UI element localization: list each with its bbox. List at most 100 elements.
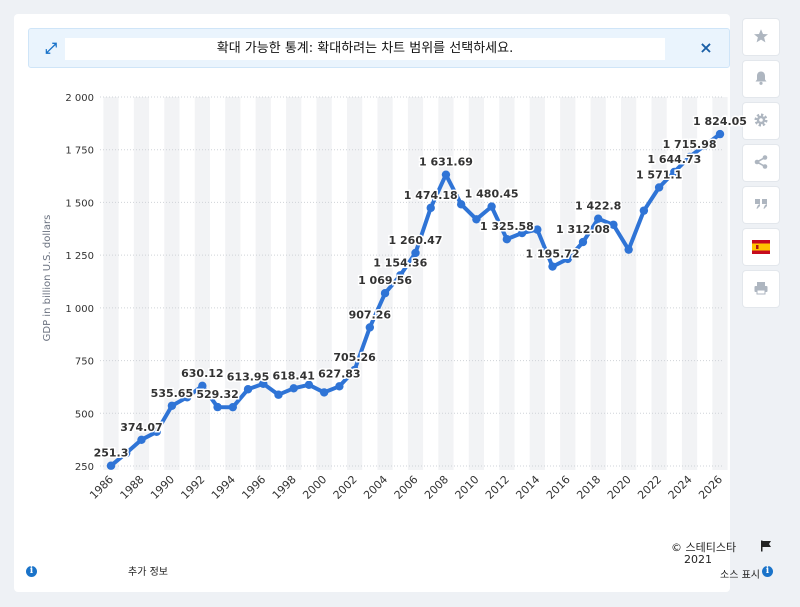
data-label: 907.26 bbox=[349, 308, 392, 321]
year-band bbox=[712, 97, 728, 470]
star-icon bbox=[754, 29, 768, 43]
data-point[interactable] bbox=[167, 401, 177, 410]
data-point[interactable] bbox=[319, 388, 329, 397]
year-band bbox=[377, 97, 393, 470]
data-point[interactable] bbox=[441, 170, 451, 179]
data-point[interactable] bbox=[487, 202, 496, 211]
data-point[interactable] bbox=[350, 365, 359, 375]
y-tick-label: 1 250 bbox=[65, 251, 94, 262]
x-tick-label: 1994 bbox=[209, 473, 238, 502]
data-point[interactable] bbox=[274, 390, 283, 399]
data-point[interactable] bbox=[563, 254, 572, 264]
data-point[interactable] bbox=[609, 220, 618, 229]
year-band bbox=[407, 97, 424, 470]
zoom-notice-bar: ⤢ 확대 가능한 통계: 확대하려는 차트 범위를 선택하세요. × bbox=[28, 28, 730, 68]
source-info-icon[interactable]: i bbox=[762, 566, 773, 577]
data-label: 1 474.18 bbox=[404, 189, 458, 202]
favorite-button[interactable] bbox=[743, 19, 779, 55]
zoom-notice-text: 확대 가능한 통계: 확대하려는 차트 범위를 선택하세요. bbox=[65, 38, 665, 60]
data-point[interactable] bbox=[365, 323, 375, 332]
data-point[interactable] bbox=[517, 228, 527, 238]
print-button[interactable] bbox=[743, 271, 779, 307]
data-point[interactable] bbox=[396, 271, 405, 280]
series-points bbox=[106, 129, 725, 470]
data-point[interactable] bbox=[578, 237, 588, 247]
data-point[interactable] bbox=[670, 167, 679, 177]
more-info-link[interactable]: 추가 정보 bbox=[128, 567, 168, 578]
info-icon[interactable]: i bbox=[26, 566, 37, 577]
data-label: 1 260.47 bbox=[389, 234, 443, 247]
data-point[interactable] bbox=[654, 183, 664, 192]
data-label: 1 195.72 bbox=[526, 248, 580, 261]
share-icon bbox=[754, 155, 768, 169]
data-point[interactable] bbox=[289, 384, 298, 393]
data-point[interactable] bbox=[685, 152, 694, 162]
language-button[interactable] bbox=[743, 229, 779, 265]
year-band bbox=[468, 97, 485, 470]
data-point[interactable] bbox=[426, 203, 435, 213]
y-tick-label: 250 bbox=[75, 462, 94, 473]
data-label: 613.95 bbox=[227, 370, 269, 383]
year-band bbox=[286, 97, 302, 470]
data-label: 627.83 bbox=[318, 367, 360, 380]
x-tick-label: 1988 bbox=[118, 473, 147, 502]
year-band bbox=[194, 97, 210, 470]
year-band bbox=[529, 97, 545, 470]
data-point[interactable] bbox=[213, 402, 222, 412]
x-tick-label: 2012 bbox=[483, 473, 512, 502]
year-band bbox=[225, 97, 241, 470]
data-point[interactable] bbox=[228, 402, 237, 412]
year-band bbox=[103, 97, 119, 470]
data-point[interactable] bbox=[243, 385, 253, 394]
close-icon[interactable]: × bbox=[699, 38, 713, 57]
x-tick-label: 1992 bbox=[178, 473, 207, 502]
y-tick-label: 1 750 bbox=[65, 146, 94, 157]
data-point[interactable] bbox=[304, 380, 314, 390]
x-tick-label: 2014 bbox=[513, 473, 542, 502]
data-point[interactable] bbox=[137, 435, 146, 445]
data-point[interactable] bbox=[335, 382, 344, 391]
gear-icon bbox=[754, 113, 768, 127]
flag-report-icon[interactable] bbox=[759, 539, 773, 553]
data-point[interactable] bbox=[259, 379, 268, 388]
data-point[interactable] bbox=[700, 141, 709, 150]
x-axis-ticks: 1986 1988 1990 1992 1994 1996 1998 2000 2002 2004… bbox=[87, 473, 725, 502]
copyright-line2: 2021 bbox=[684, 553, 712, 566]
data-point[interactable] bbox=[548, 262, 557, 271]
data-point[interactable] bbox=[594, 214, 603, 223]
show-source-link[interactable]: 소스 표시 bbox=[720, 570, 760, 581]
expand-icon[interactable]: ⤢ bbox=[44, 39, 57, 57]
data-point[interactable] bbox=[639, 206, 649, 215]
x-tick-label: 2004 bbox=[361, 473, 390, 502]
data-point[interactable] bbox=[122, 448, 131, 458]
x-tick-label: 1998 bbox=[270, 473, 299, 502]
data-point[interactable] bbox=[106, 461, 116, 470]
data-point[interactable] bbox=[411, 248, 420, 258]
x-tick-label: 2016 bbox=[544, 473, 573, 502]
data-point[interactable] bbox=[502, 235, 512, 244]
data-point[interactable] bbox=[198, 381, 207, 391]
settings-button[interactable] bbox=[743, 103, 779, 139]
data-point[interactable] bbox=[380, 288, 390, 298]
notification-button[interactable] bbox=[743, 61, 779, 97]
data-point[interactable] bbox=[715, 129, 725, 139]
share-button[interactable] bbox=[743, 145, 779, 181]
data-point[interactable] bbox=[182, 393, 192, 402]
data-point[interactable] bbox=[456, 200, 466, 209]
y-tick-label: 500 bbox=[75, 409, 94, 420]
x-tick-label: 2010 bbox=[453, 473, 482, 502]
data-label: 618.41 bbox=[272, 369, 314, 382]
data-label: 374.07 bbox=[120, 421, 162, 434]
data-label: 630.12 bbox=[181, 367, 223, 380]
data-point[interactable] bbox=[472, 215, 481, 224]
data-label: 1 644.73 bbox=[647, 153, 701, 166]
copyright-line1: © 스테티스타 bbox=[671, 541, 737, 554]
data-point[interactable] bbox=[533, 225, 542, 234]
data-point[interactable] bbox=[624, 245, 633, 254]
data-label: 535.65 bbox=[151, 387, 193, 400]
data-label: 705.26 bbox=[333, 351, 376, 364]
cite-button[interactable] bbox=[743, 187, 779, 223]
data-point[interactable] bbox=[152, 427, 161, 437]
chart-card bbox=[14, 14, 730, 592]
